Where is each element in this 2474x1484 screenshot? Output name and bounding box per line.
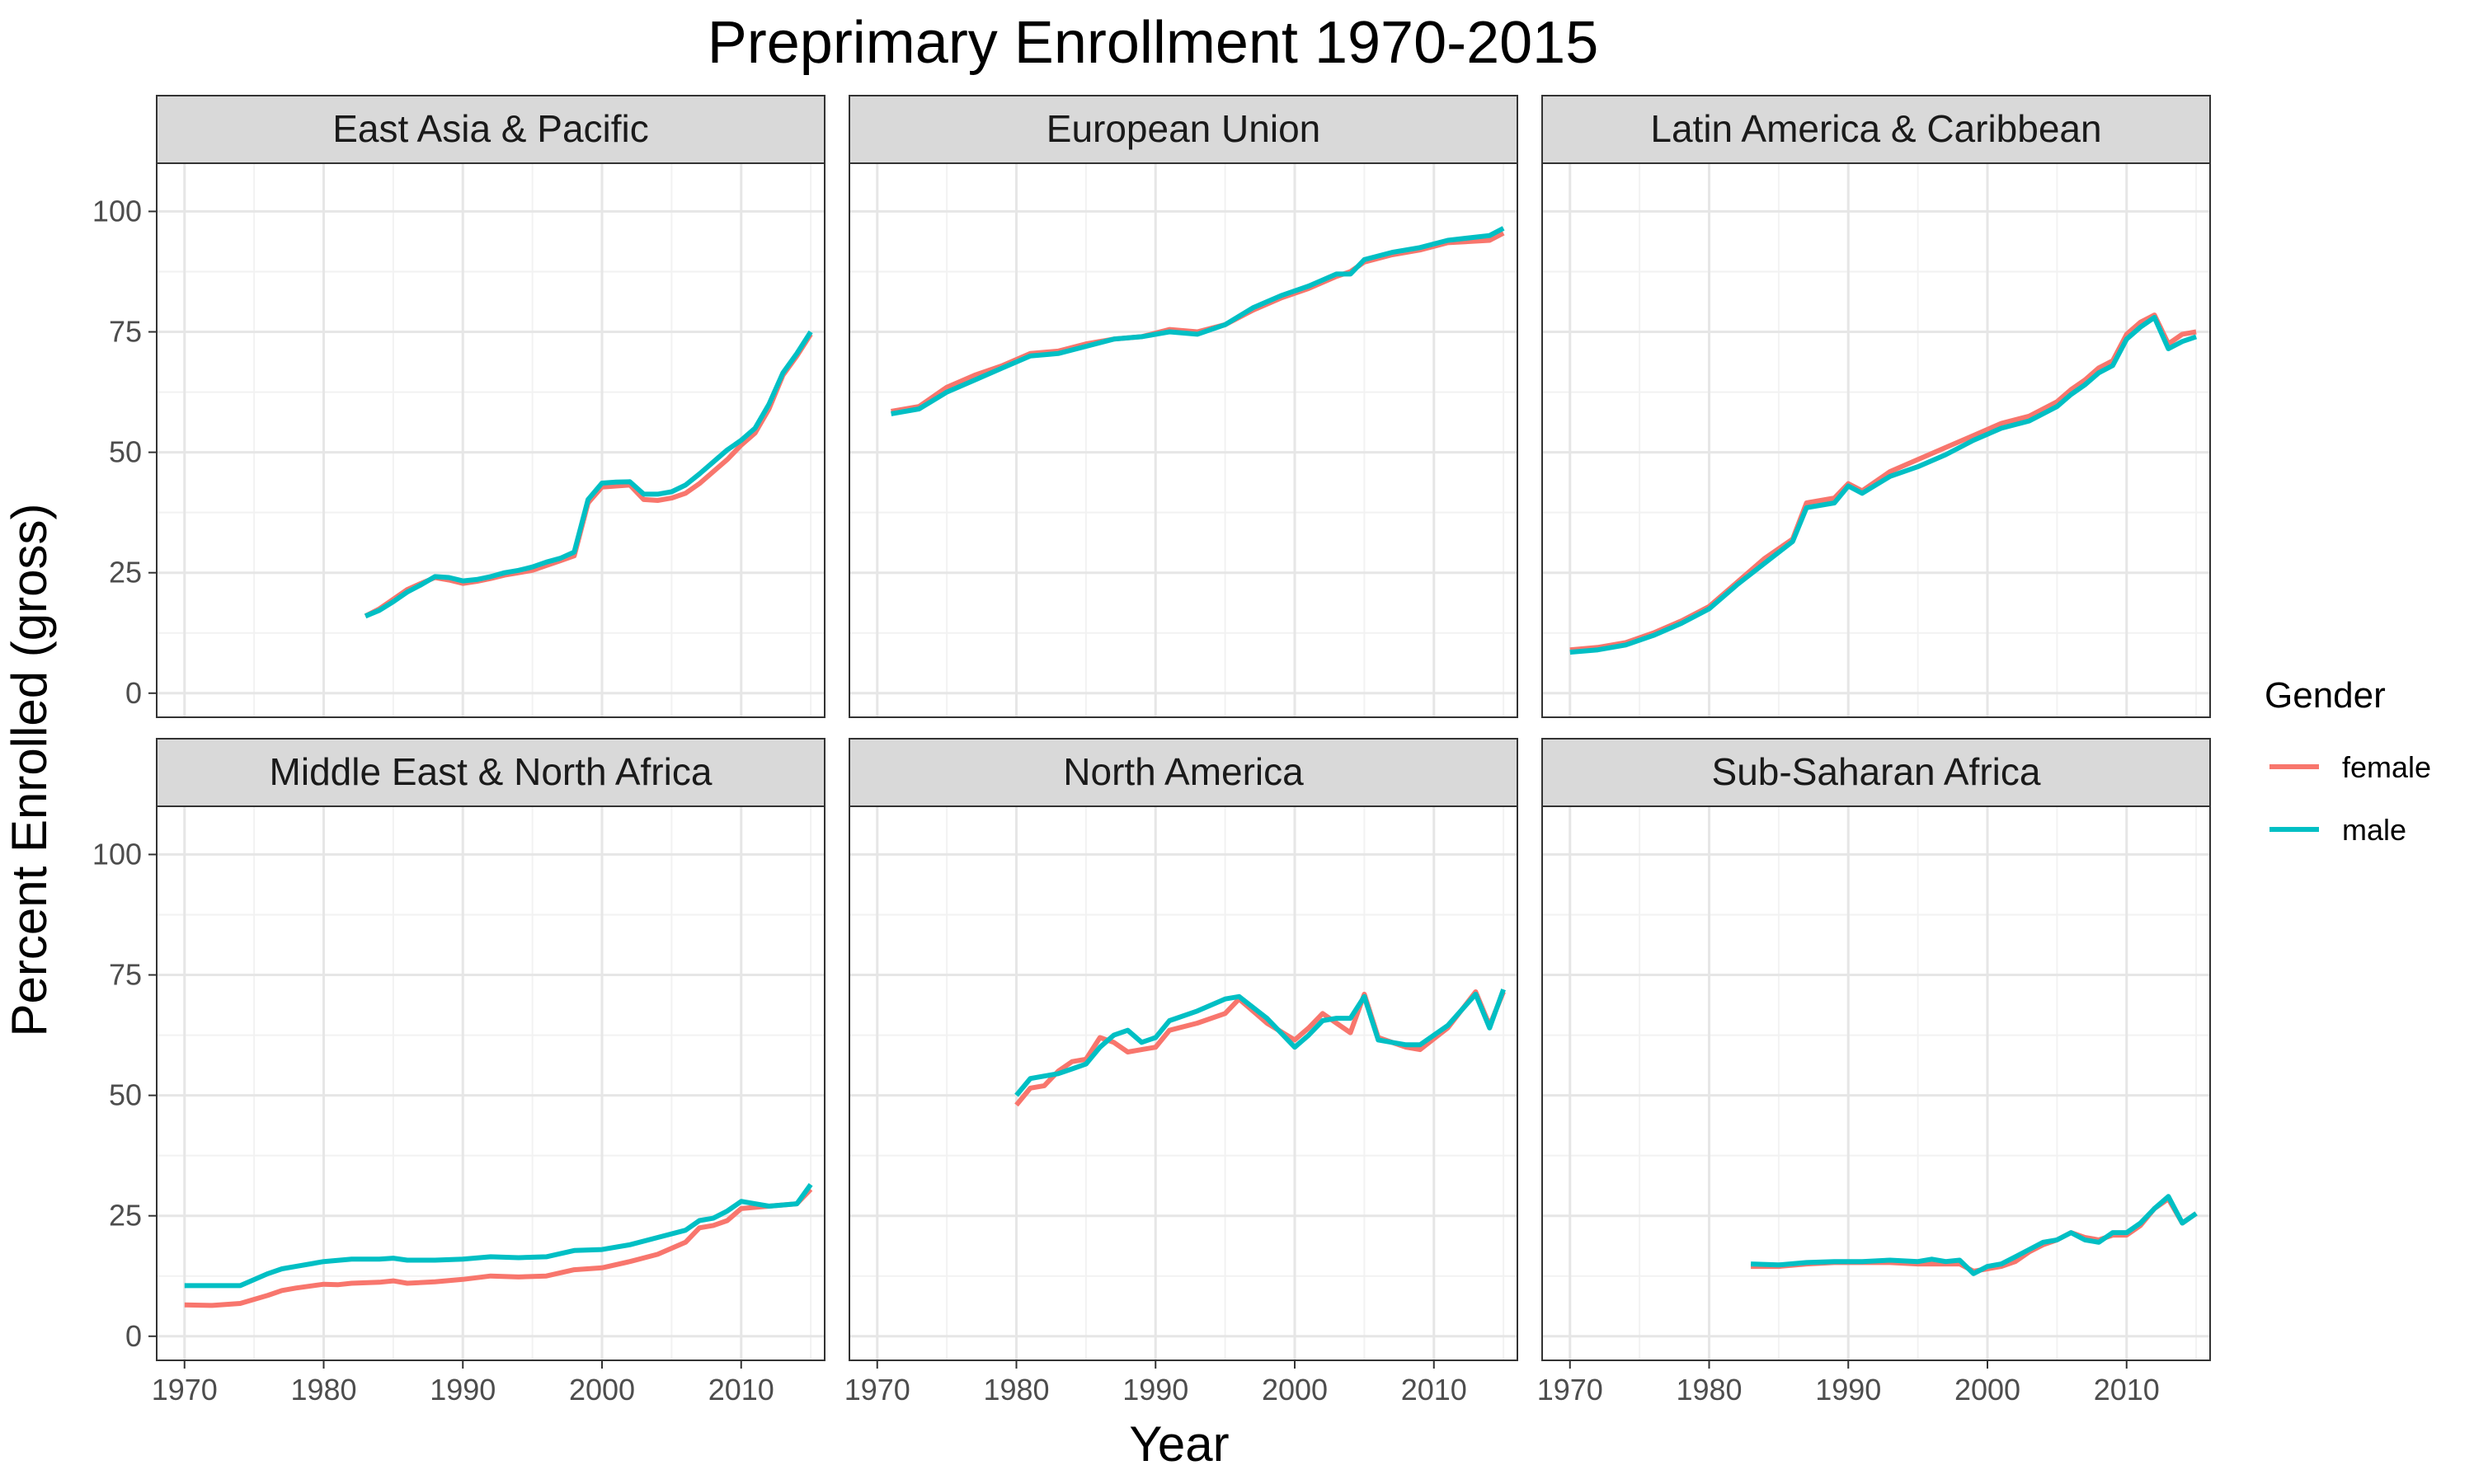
x-tick-label: 1970 (1537, 1373, 1603, 1407)
x-tick-label: 2010 (2094, 1373, 2160, 1407)
facet-strip-label: Middle East & North Africa (270, 750, 713, 793)
y-tick-label: 100 (92, 837, 142, 871)
x-tick-label: 2010 (708, 1373, 774, 1407)
panel-background (1542, 163, 2210, 717)
y-tick-label: 75 (109, 315, 142, 349)
y-tick-label: 100 (92, 194, 142, 228)
y-tick-label: 75 (109, 958, 142, 992)
panel-border (156, 805, 825, 1361)
legend-entry-female: female (2269, 750, 2431, 784)
panel-background (849, 163, 1517, 717)
panel-border (849, 162, 1518, 718)
panel-border (1541, 805, 2211, 1361)
y-tick-label: 0 (125, 1319, 142, 1353)
x-tick-label: 2000 (1954, 1373, 2020, 1407)
panel-border (1541, 162, 2211, 718)
x-tick-label: 1990 (1815, 1373, 1881, 1407)
series-line-male (1014, 989, 1506, 1097)
y-axis-title: Percent Enrolled (gross) (2, 504, 57, 1037)
panel-background (157, 163, 825, 717)
x-tick-label: 2000 (569, 1373, 635, 1407)
facet-middle-east-and-north-africa: Middle East & North Africa 0 25 50 75 100 1970… (92, 738, 825, 1407)
panel-border (849, 805, 1518, 1361)
facet-strip-label: North America (1063, 750, 1304, 793)
panel-background (1542, 806, 2210, 1360)
facet-strip-label: Latin America & Caribbean (1650, 107, 2101, 150)
x-tick-label: 1980 (1676, 1373, 1742, 1407)
facet-strip (1541, 738, 2211, 807)
facet-strip-label: European Union (1047, 107, 1320, 150)
panel-border (156, 162, 825, 718)
facet-strip (156, 738, 825, 807)
x-tick-label: 1970 (152, 1373, 218, 1407)
legend-label: female (2342, 750, 2431, 784)
series-line-male (364, 330, 813, 619)
facet-strip (1541, 95, 2211, 164)
y-tick-label: 25 (109, 1199, 142, 1233)
y-tick-label: 25 (109, 556, 142, 589)
x-tick-label: 2010 (1401, 1373, 1467, 1407)
series-line-female (184, 1187, 813, 1308)
x-tick-label: 2000 (1262, 1373, 1328, 1407)
facet-strip (849, 738, 1518, 807)
legend-title: Gender (2265, 675, 2386, 716)
y-tick-label: 50 (109, 435, 142, 469)
legend-entry-male: male (2269, 813, 2406, 847)
facet-latin-america-and-caribbean: Latin America & Caribbean (1541, 95, 2211, 718)
x-axis-title: Year (1129, 1416, 1229, 1472)
y-tick-label: 50 (109, 1078, 142, 1112)
facet-strip-label: Sub-Saharan Africa (1712, 750, 2041, 793)
x-tick-label: 1990 (430, 1373, 496, 1407)
legend-label: male (2342, 813, 2406, 847)
facet-east-asia-and-pacific: East Asia & Pacific 0 25 50 75 100 (92, 95, 825, 718)
facet-european-union: European Union (849, 95, 1518, 718)
series-line-male (1750, 1194, 2198, 1276)
series-line-male (891, 226, 1505, 416)
x-tick-label: 1970 (844, 1373, 910, 1407)
panel-background (849, 806, 1517, 1360)
x-tick-label: 1980 (983, 1373, 1049, 1407)
series-line-male (184, 1182, 813, 1289)
x-tick-label: 1980 (290, 1373, 356, 1407)
y-tick-label: 0 (125, 676, 142, 710)
series-line-male (1569, 315, 2198, 655)
x-tick-label: 1990 (1122, 1373, 1188, 1407)
facet-north-america: North America 1970 1980 1990 2000 2010 (844, 738, 1518, 1407)
chart-title: Preprimary Enrollment 1970-2015 (708, 10, 1599, 76)
facet-strip (156, 95, 825, 164)
facet-sub-saharan-africa: Sub-Saharan Africa 1970 1980 1990 2000 2010 (1537, 738, 2211, 1407)
legend: Gender female male (2265, 675, 2431, 847)
panel-background (157, 806, 825, 1360)
facet-strip-label: East Asia & Pacific (332, 107, 649, 150)
